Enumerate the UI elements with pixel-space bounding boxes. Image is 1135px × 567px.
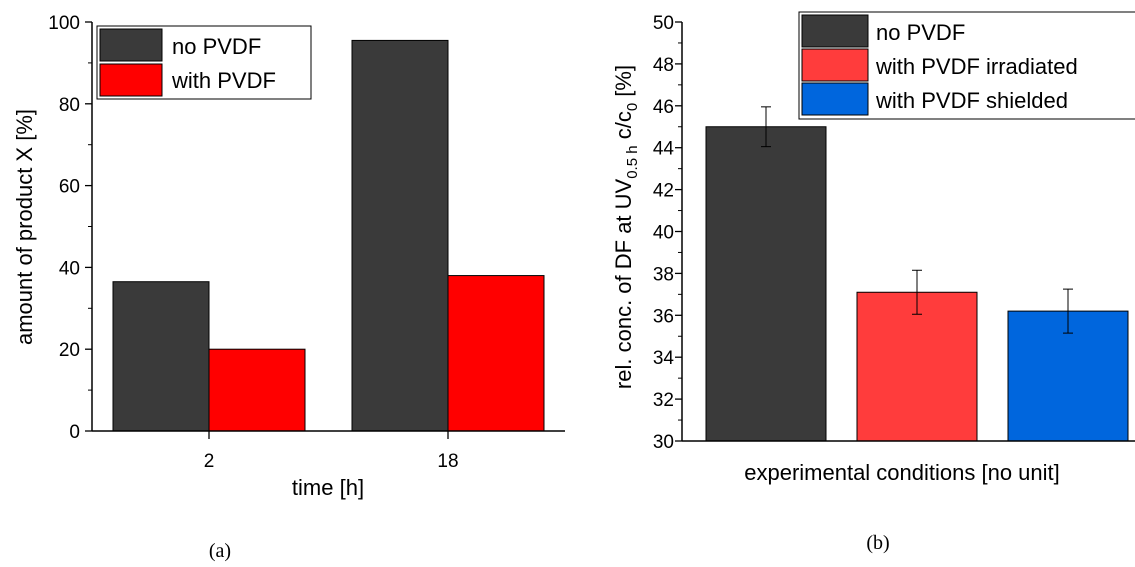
legend-a-label-with-pvdf: with PVDF: [171, 68, 276, 93]
y-tick-a-100: 100: [48, 13, 80, 34]
legend-a-label-no-pvdf: no PVDF: [172, 34, 261, 59]
chart-a: amount of product X [%] time [h] (a) 2 18…: [12, 13, 565, 562]
bar-b-no-pvdf: [705, 126, 827, 442]
y-tick-b-40: 40: [653, 223, 674, 244]
panel-label-b: (b): [866, 532, 889, 554]
y-tick-b-36: 36: [653, 306, 674, 327]
y-axis-label-b-main: rel. conc. of DF at UV: [611, 178, 636, 389]
y-axis-label-b: rel. conc. of DF at UV0.5 h c/c0 [%]: [611, 65, 641, 389]
bar-a-no-pvdf-18h: [351, 39, 449, 432]
y-axis-label-b-tail: [%]: [611, 65, 636, 103]
y-tick-b-34: 34: [653, 348, 675, 369]
legend-b-swatch-with-pvdf-shielded: [801, 82, 869, 116]
y-axis-label-a: amount of product X [%]: [12, 109, 37, 345]
chart-b: rel. conc. of DF at UV0.5 h c/c0 [%] exp…: [611, 11, 1135, 554]
x-axis-label-b: experimental conditions [no unit]: [744, 460, 1060, 485]
y-axis-label-b-mid: c/c: [611, 111, 636, 145]
legend-b: no PVDF with PVDF irradiated with PVDF shi…: [798, 11, 1135, 120]
y-tick-a-40: 40: [59, 258, 80, 279]
legend-b-label-with-pvdf-irradiated: with PVDF irradiated: [875, 54, 1078, 79]
legend-a-swatch-with-pvdf: [99, 63, 163, 97]
y-axis-label-b-sub2: 0: [624, 103, 641, 111]
bar-a-with-pvdf-2h: [208, 348, 306, 432]
x-tick-a-18: 18: [437, 451, 458, 472]
legend-b-label-with-pvdf-shielded: with PVDF shielded: [875, 88, 1068, 113]
y-tick-b-38: 38: [653, 264, 674, 285]
y-tick-b-42: 42: [653, 181, 674, 202]
x-axis-label-a: time [h]: [292, 475, 364, 500]
x-tick-a-2: 2: [204, 451, 215, 472]
y-tick-b-44: 44: [653, 139, 675, 160]
y-tick-b-32: 32: [653, 390, 674, 411]
legend-b-swatch-no-pvdf: [801, 14, 869, 48]
y-tick-a-60: 60: [59, 177, 80, 198]
legend-b-label-no-pvdf: no PVDF: [876, 20, 965, 45]
y-tick-b-50: 50: [653, 13, 674, 34]
y-tick-b-46: 46: [653, 97, 674, 118]
y-tick-a-0: 0: [69, 422, 80, 443]
bar-a-no-pvdf-2h: [112, 281, 210, 432]
legend-b-swatch-with-pvdf-irradiated: [801, 48, 869, 82]
legend-a: no PVDF with PVDF: [96, 25, 312, 100]
legend-a-swatch-no-pvdf: [99, 28, 163, 62]
y-tick-b-30: 30: [653, 432, 674, 453]
panel-label-a: (a): [209, 540, 231, 562]
y-tick-a-20: 20: [59, 340, 80, 361]
bar-a-with-pvdf-18h: [447, 275, 545, 432]
y-tick-a-80: 80: [59, 95, 80, 116]
y-axis-label-b-sub1: 0.5 h: [624, 145, 641, 178]
y-tick-b-48: 48: [653, 55, 674, 76]
